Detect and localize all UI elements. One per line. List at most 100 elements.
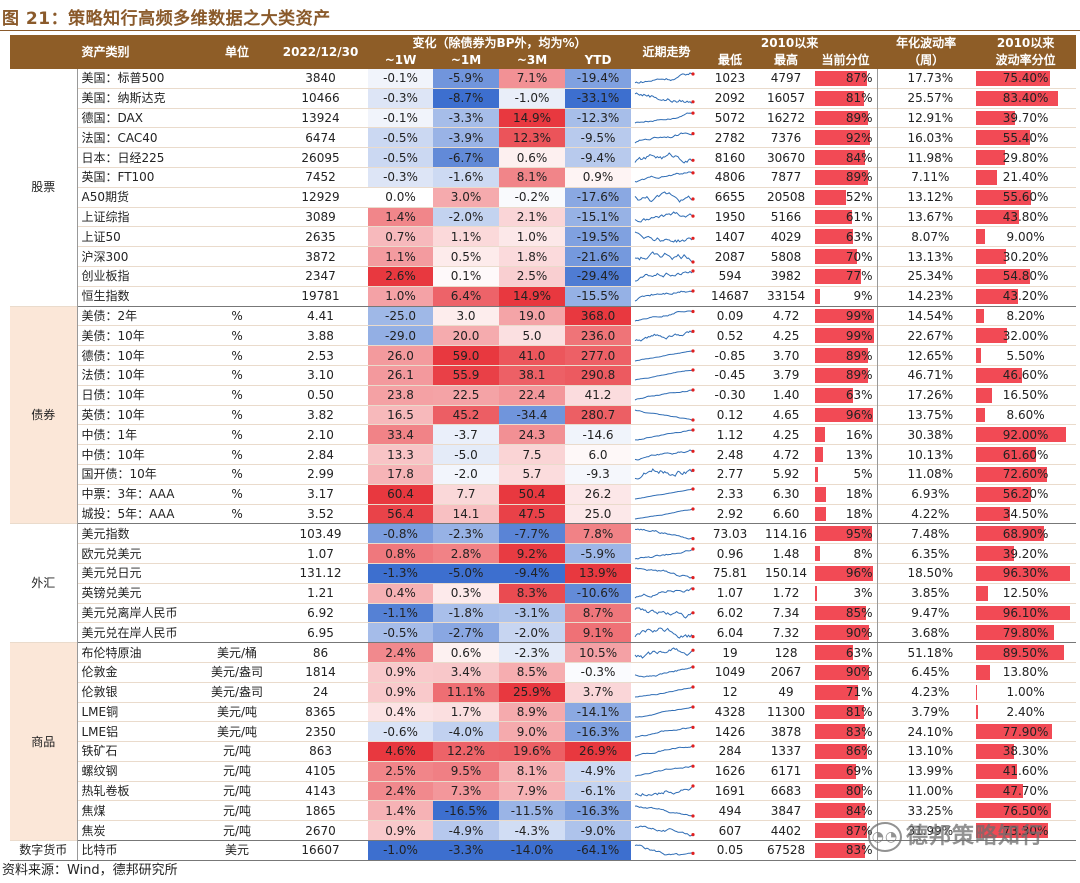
change-m3: -2.3% — [499, 642, 566, 663]
unit-cell: % — [231, 447, 243, 462]
current-percentile-bar: 96% — [814, 563, 877, 583]
percentile-fill — [815, 664, 870, 680]
change-w1: 0.4% — [368, 583, 434, 604]
change-m1: -4.0% — [433, 721, 500, 742]
change-w1: -0.3% — [368, 167, 434, 188]
latest-value: 4143 — [305, 784, 336, 799]
vol-percentile-text: 83.40% — [1002, 91, 1049, 106]
change-m1: 14.1 — [433, 504, 500, 525]
low-value: 12 — [722, 685, 738, 700]
percentile-fill — [815, 763, 857, 779]
change-m3: -7.7% — [499, 523, 566, 544]
high-value: 114.16 — [765, 526, 808, 541]
sparkline-end-dot — [691, 507, 695, 511]
sparkline-end-dot — [691, 536, 695, 540]
percentile-text: 18% — [845, 487, 873, 502]
annual-volatility: 13.75% — [876, 405, 976, 425]
latest-value: 3.88 — [307, 328, 334, 343]
asset-name: 英债：10年 — [81, 407, 145, 422]
annual-volatility: 7.48% — [876, 523, 976, 544]
change-w1: 0.9% — [368, 820, 434, 842]
vol-percentile-text: 13.80% — [1002, 665, 1049, 680]
asset-name: LME铜 — [81, 704, 119, 719]
annual-volatility: 3.85% — [876, 583, 976, 604]
low-value: 1023 — [714, 71, 746, 86]
change-ytd: 41.2 — [565, 385, 632, 406]
vol-percentile-fill — [976, 645, 1064, 660]
change-ytd: 236.0 — [565, 325, 632, 346]
vol-percentile-text: 43.80% — [1002, 209, 1049, 224]
vol-percentile-text: 72.60% — [1002, 467, 1049, 482]
sparkline-end-dot — [691, 197, 695, 201]
current-percentile-bar: 63% — [814, 227, 877, 247]
volatility-percentile-bar: 56.20% — [975, 484, 1076, 504]
trend-sparkline-cell — [631, 662, 702, 682]
current-percentile-bar: 90% — [814, 662, 877, 682]
current-percentile-bar: 52% — [814, 187, 877, 207]
sparkline — [634, 744, 695, 757]
header-1w: ~1W — [368, 52, 434, 69]
low-value: 8160 — [714, 150, 746, 165]
percentile-text: 63% — [845, 229, 873, 244]
header-volatility-line2: （周） — [908, 53, 945, 67]
table-row: 铁矿石 元/吨 863 4.6% 12.2% 19.6% 26.9% 284 1337 86% 13… — [10, 741, 1077, 762]
sparkline-path — [634, 646, 694, 659]
sparkline — [634, 546, 695, 560]
sparkline-path — [634, 746, 694, 757]
sparkline-end-dot — [691, 852, 695, 856]
trend-sparkline-cell — [631, 266, 702, 286]
vol-percentile-fill — [976, 763, 1017, 779]
sparkline-end-dot — [691, 111, 695, 115]
trend-sparkline-cell — [631, 286, 703, 307]
volatility-percentile-bar: 8.60% — [975, 405, 1076, 425]
volatility-percentile-bar: 16.50% — [975, 385, 1076, 405]
unit-cell — [201, 187, 273, 207]
unit-cell: 美元/桶 — [216, 645, 258, 660]
vol-percentile-text: 2.40% — [1006, 704, 1045, 719]
percentile-text: 18% — [845, 506, 873, 521]
header-asset-class: 资产类别 — [10, 35, 202, 69]
change-ytd: -14.1% — [565, 702, 632, 722]
low-value: -0.30 — [714, 388, 746, 403]
vol-percentile-text: 54.80% — [1002, 269, 1049, 284]
annual-volatility: 9.47% — [876, 603, 976, 623]
change-w1: 2.6% — [368, 266, 434, 287]
percentile-text: 85% — [845, 605, 873, 620]
current-percentile-bar: 18% — [814, 484, 877, 504]
volatility-percentile-bar: 89.50% — [975, 643, 1076, 663]
sparkline — [635, 269, 695, 282]
high-value: 30670 — [766, 150, 806, 165]
change-m3: 25.9% — [499, 682, 566, 702]
annual-volatility: 11.08% — [876, 464, 976, 485]
latest-value: 863 — [309, 744, 332, 759]
change-m3: -14.0% — [499, 840, 566, 861]
unit-cell: % — [231, 348, 243, 363]
percentile-fill — [815, 565, 873, 581]
asset-table-body: 股票 美国：标普500 3840 -0.1% -5.9% 7.1% -19.4% 1023 47… — [10, 69, 1077, 861]
table-row: 美元兑离岸人民币 6.92 -1.1% -1.8% -3.1% 8.7% 6.02 7.34 8… — [10, 603, 1077, 623]
change-m3: -1.0% — [499, 88, 566, 109]
high-value: 3878 — [770, 724, 802, 739]
change-m1: 59.0 — [433, 345, 500, 366]
trend-sparkline-cell — [631, 346, 702, 366]
asset-name: 热轧卷板 — [81, 784, 130, 799]
change-w1: 17.8 — [368, 464, 434, 485]
sparkline — [634, 131, 695, 144]
percentile-fill — [815, 823, 868, 839]
latest-value: 6.92 — [307, 605, 334, 620]
low-value: 4806 — [714, 170, 746, 185]
volatility-percentile-bar: 68.90% — [975, 524, 1076, 544]
change-m3: 7.9% — [499, 781, 566, 801]
unit-cell: 元/吨 — [222, 803, 252, 818]
percentile-text: 9% — [853, 289, 873, 304]
change-m3: 5.0 — [499, 325, 566, 346]
change-w1: 0.8% — [368, 543, 434, 564]
current-percentile-bar: 80% — [814, 781, 877, 801]
unit-cell — [201, 227, 273, 247]
change-m3: 41.0 — [499, 345, 566, 366]
percentile-fill — [815, 169, 869, 185]
sparkline-end-dot — [691, 368, 695, 372]
asset-name: 中债：10年 — [81, 447, 145, 462]
low-value: 1049 — [714, 665, 746, 680]
high-value: 5166 — [770, 209, 802, 224]
